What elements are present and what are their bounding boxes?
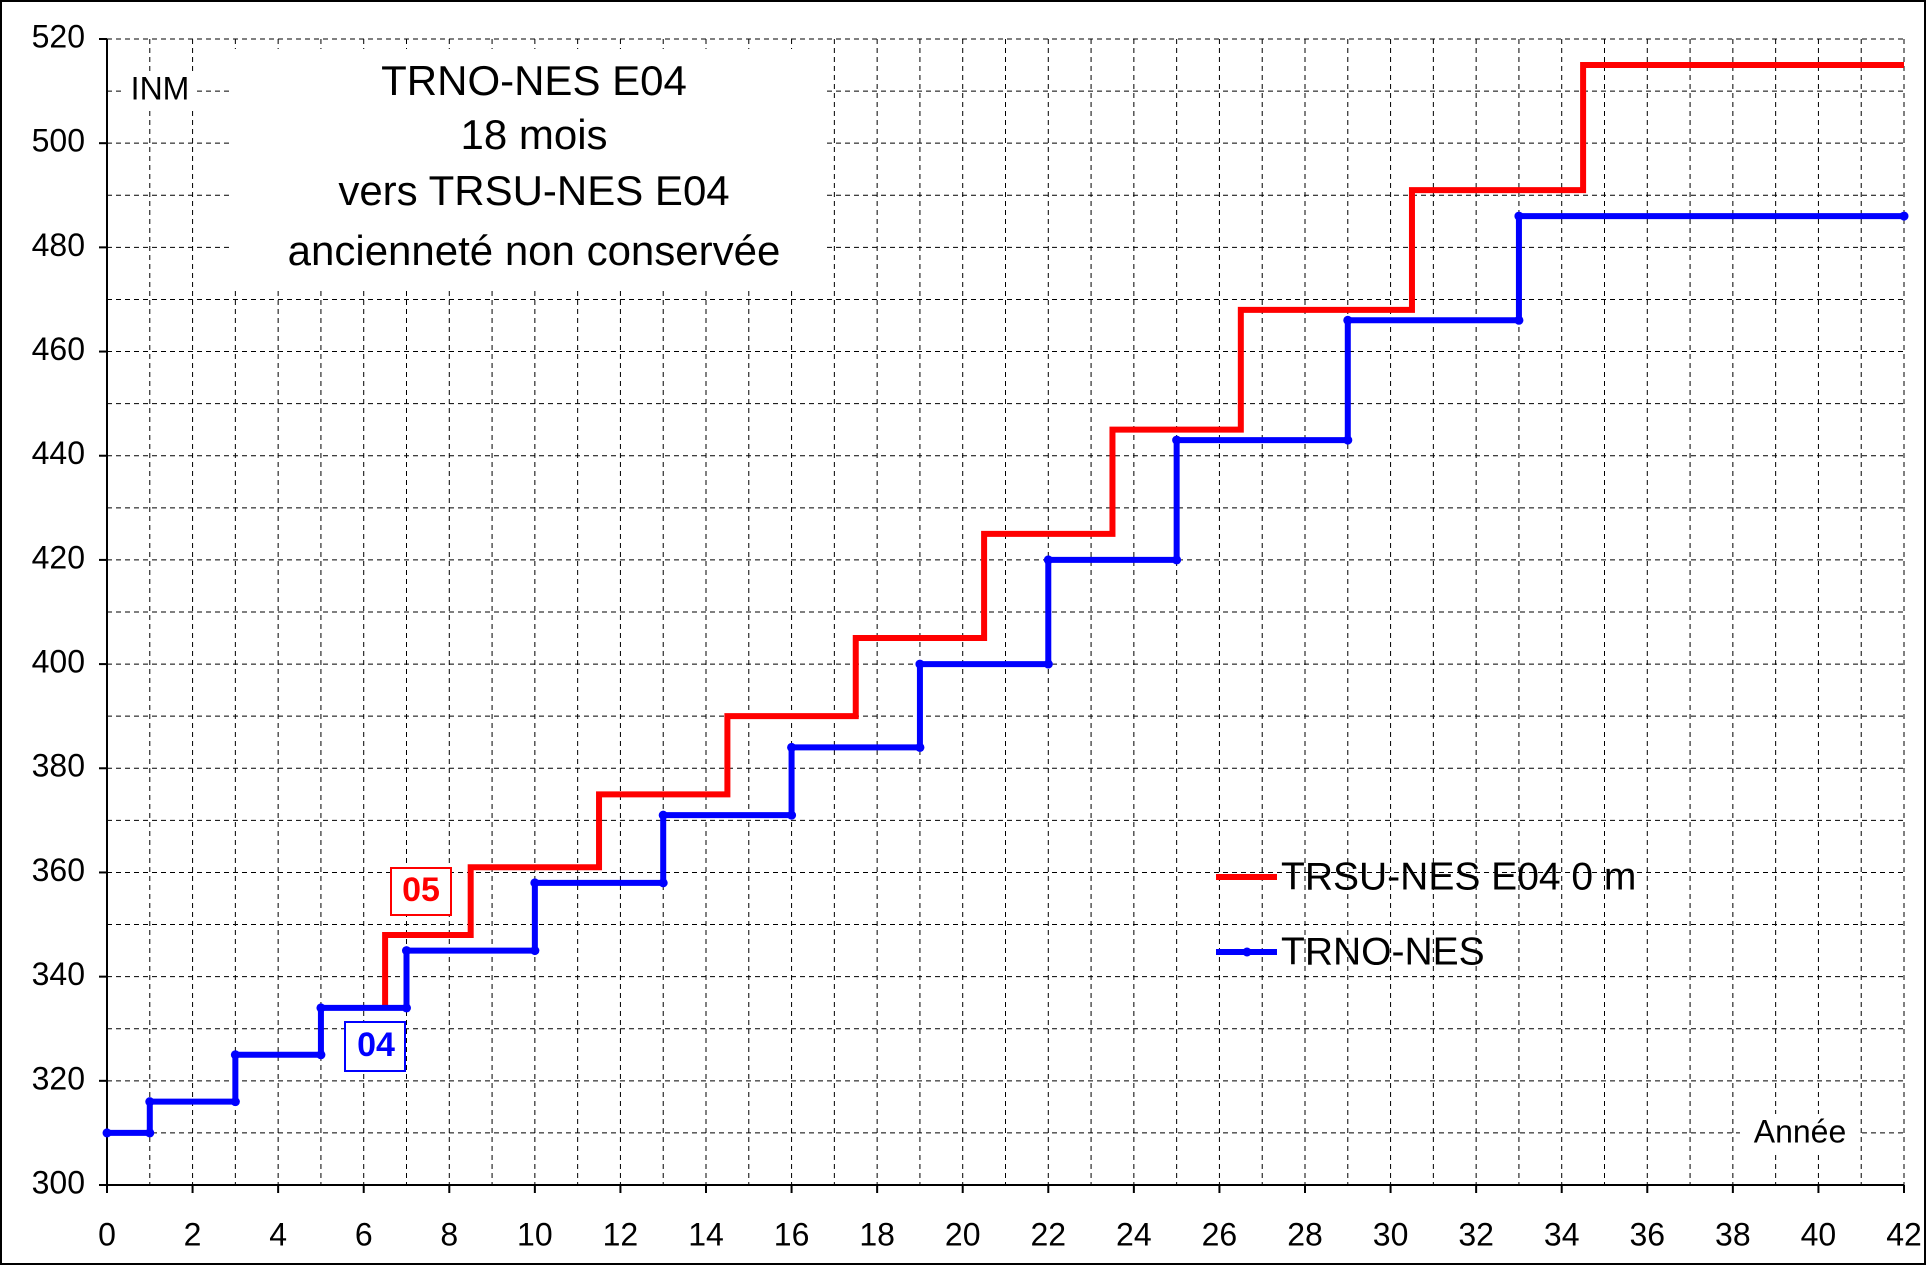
corner-label: INM xyxy=(131,70,190,106)
legend-label: TRSU-NES E04 0 m xyxy=(1281,855,1636,898)
point xyxy=(402,1003,411,1013)
point xyxy=(658,878,668,888)
series-line xyxy=(382,62,1904,1008)
x-tick-label: 8 xyxy=(440,1216,458,1252)
y-tick-label: 480 xyxy=(32,227,85,263)
point xyxy=(102,1128,112,1138)
corner-bg xyxy=(124,72,196,108)
y-tick-label: 440 xyxy=(32,435,85,471)
point xyxy=(787,742,797,752)
point xyxy=(316,1003,326,1013)
point xyxy=(145,1128,155,1138)
x-label-bg xyxy=(1740,1114,1860,1154)
point xyxy=(145,1097,155,1107)
point xyxy=(787,810,797,820)
red-box xyxy=(390,867,452,916)
point xyxy=(316,1050,326,1060)
point xyxy=(915,742,925,752)
point xyxy=(1514,315,1524,325)
x-tick-label: 42 xyxy=(1886,1216,1922,1252)
point xyxy=(530,878,540,888)
y-tick-label: 300 xyxy=(32,1164,85,1200)
x-tick-label: 22 xyxy=(1030,1216,1066,1252)
legend-marker xyxy=(1242,947,1252,957)
legend: TRSU-NES E04 0 m TRNO-NES xyxy=(1216,855,1636,973)
point xyxy=(230,1097,240,1107)
x-axis-label: Année xyxy=(1754,1113,1847,1149)
point xyxy=(1043,659,1053,669)
red-box-label: 05 xyxy=(402,871,440,909)
y-tick-label: 460 xyxy=(32,331,85,367)
title-line: vers TRSU-NES E04 xyxy=(338,167,729,214)
point xyxy=(1343,315,1353,325)
point xyxy=(402,946,411,956)
x-tick-label: 40 xyxy=(1801,1216,1837,1252)
x-tick-label: 20 xyxy=(945,1216,981,1252)
x-tick-label: 4 xyxy=(269,1216,287,1252)
y-tick-label: 520 xyxy=(32,18,85,54)
x-tick-label: 30 xyxy=(1373,1216,1409,1252)
blue-box-label: 04 xyxy=(357,1026,395,1064)
x-tick-label: 28 xyxy=(1287,1216,1323,1252)
point xyxy=(1172,555,1182,565)
x-tick-label: 32 xyxy=(1458,1216,1494,1252)
point xyxy=(1514,211,1524,221)
x-tick-label: 12 xyxy=(603,1216,639,1252)
y-tick-label: 500 xyxy=(32,123,85,159)
x-tick-label: 14 xyxy=(688,1216,724,1252)
x-tick-label: 38 xyxy=(1715,1216,1751,1252)
point xyxy=(915,659,925,669)
point xyxy=(230,1050,240,1060)
y-tick-label: 420 xyxy=(32,539,85,575)
title-box xyxy=(233,49,823,289)
x-tick-label: 16 xyxy=(774,1216,810,1252)
plot xyxy=(102,62,1909,1138)
point xyxy=(1899,211,1909,221)
title-line: TRNO-NES E04 xyxy=(381,57,687,104)
point xyxy=(1343,435,1353,445)
point xyxy=(658,810,668,820)
x-tick-label: 10 xyxy=(517,1216,553,1252)
x-tick-label: 2 xyxy=(184,1216,202,1252)
title: TRNO-NES E04 18 mois vers TRSU-NES E04 a… xyxy=(288,57,781,274)
x-tick-label: 24 xyxy=(1116,1216,1152,1252)
y-tick-label: 340 xyxy=(32,956,85,992)
legend-label: TRNO-NES xyxy=(1281,930,1485,973)
y-tick-label: 320 xyxy=(32,1060,85,1096)
x-tick-label: 26 xyxy=(1202,1216,1238,1252)
y-tick-label: 360 xyxy=(32,852,85,888)
x-tick-label: 0 xyxy=(98,1216,116,1252)
x-tick-label: 6 xyxy=(355,1216,373,1252)
y-tick-label: 380 xyxy=(32,748,85,784)
x-tick-label: 34 xyxy=(1544,1216,1580,1252)
point xyxy=(530,946,540,956)
x-tick-label: 18 xyxy=(859,1216,895,1252)
point xyxy=(1172,435,1182,445)
title-line: 18 mois xyxy=(460,111,607,158)
point xyxy=(1043,555,1053,565)
title-line: ancienneté non conservée xyxy=(288,227,781,274)
blue-box xyxy=(344,1021,406,1072)
series-line xyxy=(107,213,1904,1136)
x-tick-label: 36 xyxy=(1629,1216,1665,1252)
y-tick-label: 400 xyxy=(32,644,85,680)
